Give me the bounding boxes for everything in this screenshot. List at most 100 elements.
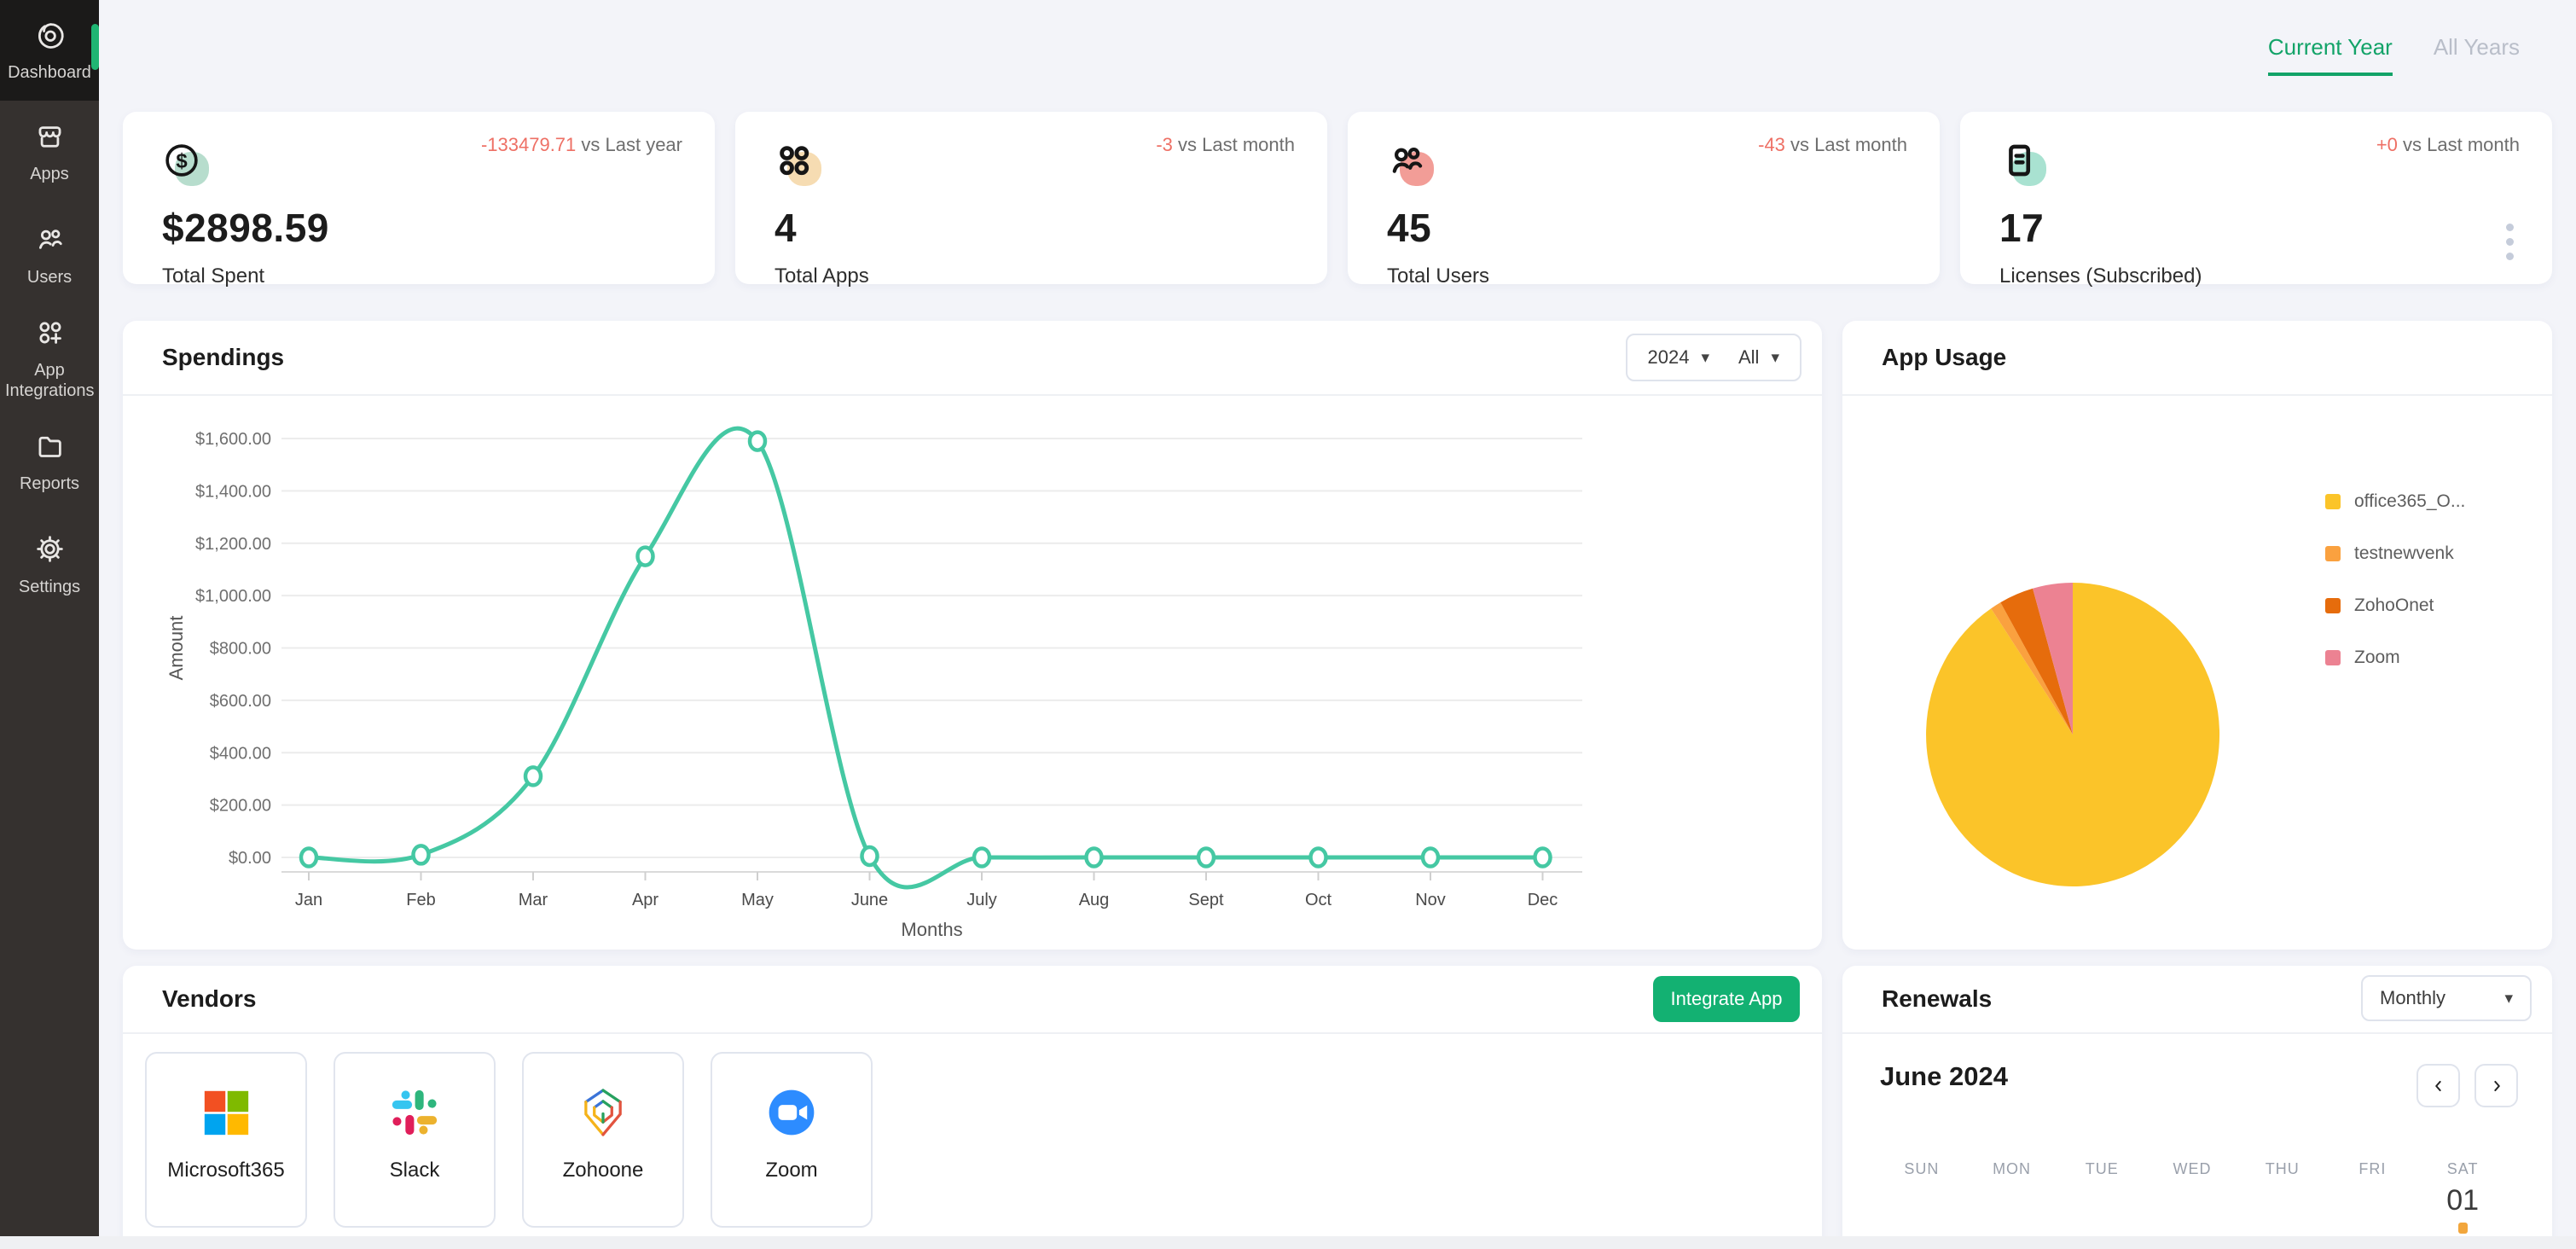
total-users-icon [1387,141,1434,186]
stat-value: $2898.59 [162,206,329,250]
svg-text:$600.00: $600.00 [210,692,271,711]
svg-text:$200.00: $200.00 [210,797,271,816]
svg-text:June: June [851,891,888,909]
integrate-app-button[interactable]: Integrate App [1653,976,1800,1022]
chevron-left-icon [2434,1080,2441,1091]
legend-label: ZohoOnet [2354,595,2434,615]
vendor-name: Zoom [765,1159,818,1182]
spendings-filters: 2024 ▾ All ▾ [1625,334,1801,381]
active-indicator [91,24,99,70]
svg-text:Mar: Mar [519,891,548,909]
svg-text:$0.00: $0.00 [229,849,271,868]
sidebar-item-users[interactable]: Users [0,204,99,307]
stats-kebab-menu-icon[interactable] [2506,224,2514,260]
calendar-date-empty [2147,1182,2237,1234]
calendar-next-button[interactable] [2474,1064,2518,1107]
app-usage-title: App Usage [1882,344,2007,370]
sidebar: Dashboard Apps Users App Integrations Report… [0,0,99,1249]
sidebar-item-app-integrations[interactable]: App Integrations [0,307,99,410]
year-filter-dropdown[interactable]: 2024 ▾ [1647,346,1710,368]
stat-card-total-apps: -3 vs Last month 4 Total Apps [735,112,1327,288]
svg-text:Aug: Aug [1079,891,1110,909]
vendor-card-zohoone[interactable]: Zohoone [522,1052,684,1228]
day-header-wed: WED [2173,1160,2212,1177]
spendings-title: Spendings [162,344,285,370]
vendor-card-microsoft365[interactable]: Microsoft365 [145,1052,307,1228]
vendor-card-zoom[interactable]: Zoom [711,1052,873,1228]
calendar-date-empty [2328,1182,2418,1234]
reports-icon [34,430,66,466]
calendar-dates: 01 [1877,1182,2508,1234]
sidebar-item-reports[interactable]: Reports [0,410,99,514]
stat-delta: -43 vs Last month [1758,134,1907,155]
sidebar-item-label: App Integrations [5,361,95,400]
legend-item[interactable]: office365_O... [2325,491,2465,512]
chevron-right-icon [2493,1080,2500,1091]
svg-text:Months: Months [901,919,962,940]
day-header-thu: THU [2265,1160,2300,1177]
stat-label: Total Apps [775,264,869,288]
svg-text:$1,200.00: $1,200.00 [195,535,271,554]
svg-text:Dec: Dec [1528,891,1558,909]
svg-text:Oct: Oct [1305,891,1332,909]
zohoone-logo [577,1054,629,1143]
period-dropdown[interactable]: Monthly ▾ [2361,975,2532,1021]
legend-item[interactable]: testnewvenk [2325,543,2465,564]
calendar-day-headers: SUN MON TUE WED THU FRI SAT [1877,1160,2508,1178]
day-header-fri: FRI [2358,1160,2387,1177]
svg-text:Nov: Nov [1415,891,1446,909]
sidebar-item-settings[interactable]: Settings [0,514,99,617]
legend-label: office365_O... [2354,491,2466,511]
pie-slice-ZohoOnet [2000,588,2073,735]
stat-delta: +0 vs Last month [2376,134,2520,155]
tab-all-years[interactable]: All Years [2433,34,2520,60]
calendar-date-01[interactable]: 01 [2417,1182,2508,1234]
stat-value: 17 [1999,206,2045,250]
sidebar-item-apps[interactable]: Apps [0,101,99,204]
day-header-mon: MON [1993,1160,2032,1177]
app-usage-panel: App Usage office365_O... testnewvenk ZohoO… [1842,321,2552,950]
licenses-icon [1999,141,2046,186]
apps-icon [34,120,66,156]
calendar-date-empty [2057,1182,2147,1234]
spendings-line-chart: $0.00 $200.00 $400.00 $600.00 $800.00 $1,000.… [123,396,1822,954]
tab-current-year[interactable]: Current Year [2267,34,2393,76]
vendors-panel: Vendors Integrate App Microsoft365 Slack Z… [123,966,1822,1249]
sidebar-item-label: Reports [19,474,80,493]
svg-text:$800.00: $800.00 [210,640,271,659]
stat-card-total-spent: $ -133479.71 vs Last year $2898.59 Total Sp… [123,112,715,288]
vendors-title: Vendors [162,985,257,1012]
legend-swatch [2325,546,2341,561]
legend-item[interactable]: Zoom [2325,648,2465,668]
day-header-sat: SAT [2446,1160,2479,1177]
stat-delta: -3 vs Last month [1156,134,1295,155]
vendor-name: Microsoft365 [167,1159,285,1182]
chevron-down-icon: ▾ [2504,989,2513,1008]
renewal-marker [2457,1223,2468,1234]
svg-text:May: May [741,891,774,909]
svg-text:Sept: Sept [1188,891,1224,909]
legend-label: testnewvenk [2354,543,2454,563]
svg-text:$1,600.00: $1,600.00 [195,430,271,449]
svg-text:Amount: Amount [165,616,187,681]
svg-text:Feb: Feb [406,891,435,909]
stats-row: $ -133479.71 vs Last year $2898.59 Total Sp… [123,112,2552,288]
pie-slice-Zoom [2033,583,2073,735]
sidebar-item-dashboard[interactable]: Dashboard [0,0,99,101]
svg-text:$1,000.00: $1,000.00 [195,587,271,606]
sidebar-item-label: Settings [18,578,81,596]
calendar-prev-button[interactable] [2416,1064,2460,1107]
vendor-card-slack[interactable]: Slack [334,1052,496,1228]
renewals-header: Renewals Monthly ▾ [1842,966,2552,1034]
legend-item[interactable]: ZohoOnet [2325,595,2465,616]
stat-label: Licenses (Subscribed) [1999,264,2202,288]
apps-grid-icon [775,141,821,186]
legend-swatch [2325,598,2341,613]
horizontal-scrollbar[interactable] [0,1236,2576,1249]
stat-value: 4 [775,206,798,250]
calendar-date-empty [2237,1182,2328,1234]
svg-text:$400.00: $400.00 [210,744,271,763]
renewals-panel: Renewals Monthly ▾ June 2024 SUN MON TUE WED… [1842,966,2552,1249]
app-filter-dropdown[interactable]: All ▾ [1738,346,1779,368]
